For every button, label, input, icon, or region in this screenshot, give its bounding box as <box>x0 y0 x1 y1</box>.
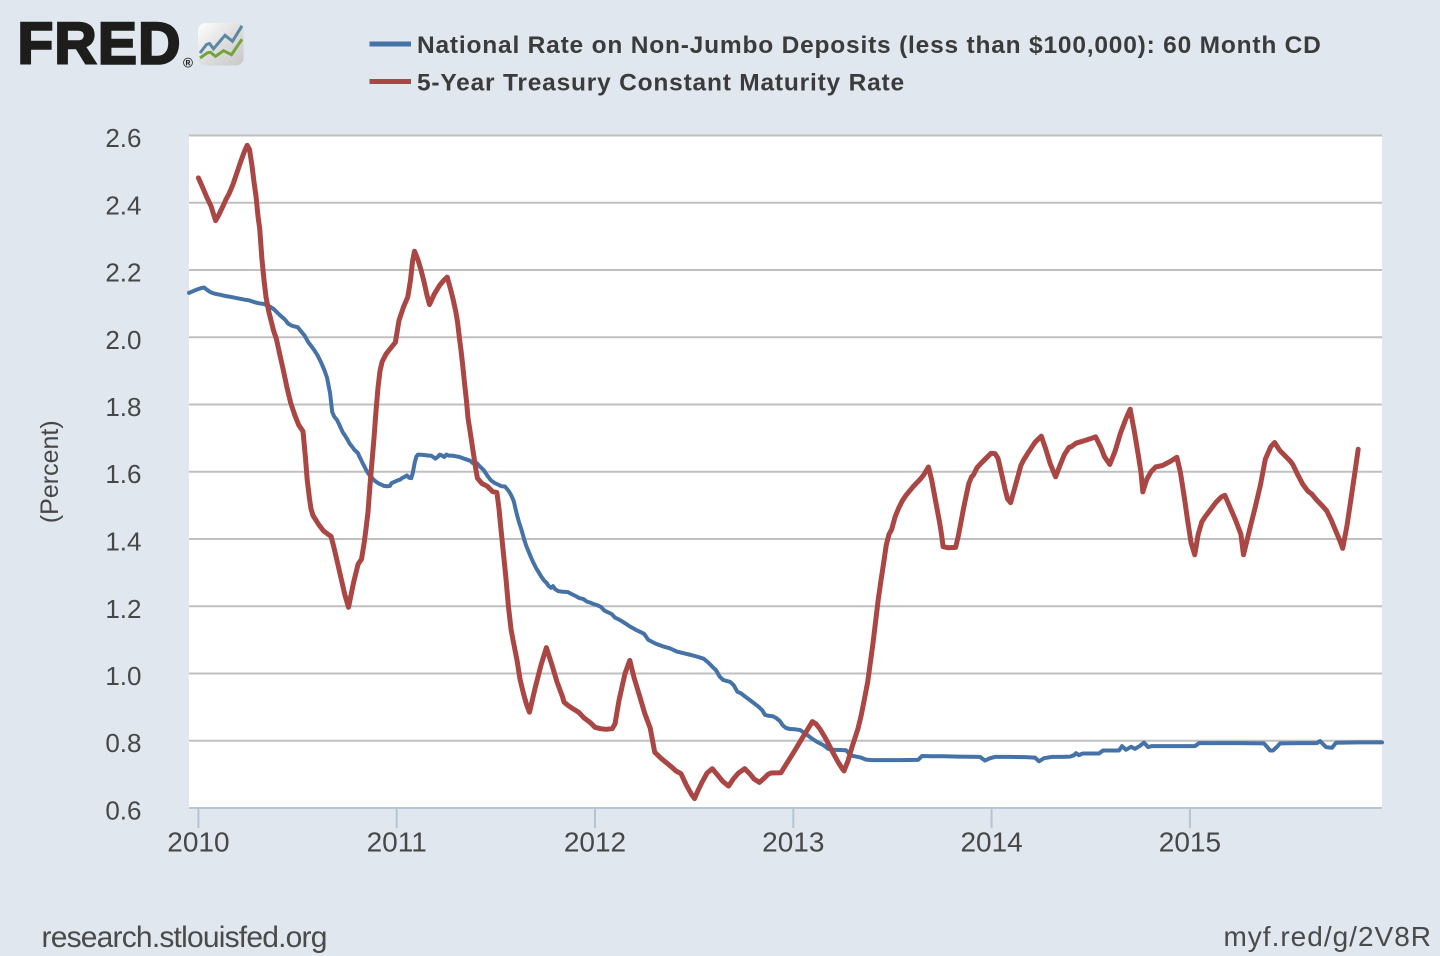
svg-text:2.6: 2.6 <box>105 123 141 153</box>
svg-text:1.8: 1.8 <box>105 392 141 422</box>
svg-text:research.stlouisfed.org: research.stlouisfed.org <box>42 921 327 954</box>
svg-text:(Percent): (Percent) <box>36 420 64 523</box>
svg-text:0.8: 0.8 <box>105 728 141 758</box>
svg-text:2014: 2014 <box>960 827 1022 858</box>
svg-text:2015: 2015 <box>1159 827 1221 858</box>
svg-text:2.0: 2.0 <box>105 325 141 355</box>
svg-text:1.0: 1.0 <box>105 661 141 691</box>
svg-text:National Rate on Non-Jumbo Dep: National Rate on Non-Jumbo Deposits (les… <box>417 32 1322 59</box>
svg-text:1.2: 1.2 <box>105 594 141 624</box>
svg-text:2011: 2011 <box>367 827 427 858</box>
svg-text:FRED: FRED <box>18 12 182 77</box>
svg-text:1.4: 1.4 <box>105 527 141 557</box>
svg-text:2.2: 2.2 <box>105 258 141 288</box>
svg-text:0.6: 0.6 <box>105 796 141 826</box>
svg-text:1.6: 1.6 <box>105 459 141 489</box>
svg-text:2013: 2013 <box>762 827 824 858</box>
svg-text:2012: 2012 <box>564 827 626 858</box>
svg-text:myf.red/g/2V8R: myf.red/g/2V8R <box>1223 921 1432 952</box>
svg-text:5-Year Treasury Constant Matur: 5-Year Treasury Constant Maturity Rate <box>417 70 905 97</box>
svg-text:®: ® <box>183 56 193 71</box>
svg-text:2.4: 2.4 <box>105 190 141 220</box>
svg-text:2010: 2010 <box>167 827 229 858</box>
